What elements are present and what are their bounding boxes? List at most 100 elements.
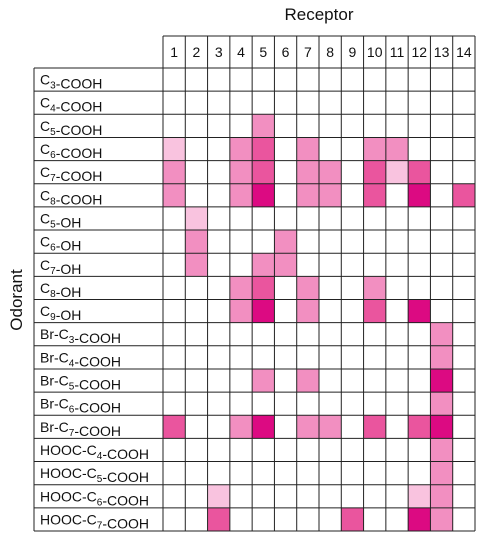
heatmap-cell <box>252 137 275 161</box>
heatmap-cell <box>363 299 386 323</box>
heatmap-cell <box>229 160 253 184</box>
heatmap-cell <box>252 160 275 184</box>
row-label: C8-COOH <box>40 187 102 207</box>
heatmap-cell <box>252 415 275 439</box>
row-label: Br-C5-COOH <box>40 373 121 393</box>
heatmap-cell <box>252 299 275 323</box>
heatmap-cell <box>430 415 453 439</box>
heatmap-cell <box>408 507 431 531</box>
heatmap-cell <box>185 206 208 231</box>
heatmap-cell <box>430 438 453 462</box>
column-label: 10 <box>367 44 383 60</box>
heatmap-cell <box>296 160 319 184</box>
column-label: 2 <box>193 44 201 60</box>
heatmap-gridlines <box>33 35 476 532</box>
heatmap-cell <box>363 160 386 184</box>
heatmap-cell <box>229 276 253 300</box>
column-label: 7 <box>304 44 312 60</box>
column-label: 8 <box>326 44 334 60</box>
heatmap-cell <box>274 230 297 254</box>
heatmap-cell <box>163 415 186 439</box>
column-label: 5 <box>259 44 267 60</box>
column-label: 11 <box>390 44 405 60</box>
row-label: C9-OH <box>40 303 81 323</box>
heatmap-cell <box>319 415 342 439</box>
row-label: Br-C3-COOH <box>40 326 121 346</box>
heatmap-cell <box>185 253 208 277</box>
heatmap-cell <box>252 368 275 393</box>
row-label: C8-OH <box>40 280 81 300</box>
column-label: 13 <box>434 44 450 60</box>
heatmap-cell <box>408 160 431 184</box>
heatmap-cell <box>430 345 453 369</box>
heatmap-cell <box>319 160 342 184</box>
column-label: 4 <box>237 44 245 60</box>
heatmap-cell <box>296 276 319 300</box>
row-label: C5-OH <box>40 210 81 230</box>
heatmap-cell <box>252 276 275 300</box>
row-label: HOOC-C5-COOH <box>40 465 149 485</box>
column-tick-labels: 1 2 3 4 5 6 7 8 9 10 11 12 13 14 <box>170 44 472 60</box>
column-label: 12 <box>411 44 427 60</box>
heatmap-cell <box>274 253 297 277</box>
row-label: C7-OH <box>40 257 81 277</box>
row-label: C7-COOH <box>40 164 102 184</box>
heatmap-cell <box>207 507 230 531</box>
heatmap-cell <box>341 507 364 531</box>
heatmap-cell <box>430 368 453 393</box>
heatmap-cell <box>229 183 253 207</box>
heatmap-cell <box>252 183 275 207</box>
row-label: Br-C4-COOH <box>40 349 121 369</box>
heatmap-cell <box>296 415 319 439</box>
heatmap-cell <box>229 415 253 439</box>
row-label: Br-C7-COOH <box>40 419 121 439</box>
heatmap-cell <box>430 322 453 346</box>
heatmap-cell <box>452 183 475 207</box>
heatmap-cell <box>408 415 431 439</box>
heatmap-cell <box>252 114 275 138</box>
heatmap-cell <box>163 160 186 184</box>
row-label: HOOC-C4-COOH <box>40 442 149 462</box>
row-label: HOOC-C6-COOH <box>40 488 149 508</box>
column-label: 6 <box>282 44 290 60</box>
heatmap-cell <box>252 253 275 277</box>
row-label: C4-COOH <box>40 95 102 115</box>
y-axis-title: Odorant <box>7 269 26 331</box>
heatmap-cell <box>319 183 342 207</box>
heatmap-cell <box>430 484 453 508</box>
heatmap-cell <box>430 392 453 416</box>
column-label: 3 <box>215 44 223 60</box>
heatmap-cell <box>296 368 319 393</box>
heatmap-cell <box>363 415 386 439</box>
heatmap-cell <box>163 183 186 207</box>
heatmap-cell <box>408 484 431 508</box>
heatmap-cell <box>296 183 319 207</box>
heatmap-cell <box>408 299 431 323</box>
heatmap-cell <box>363 183 386 207</box>
x-axis-title: Receptor <box>285 5 354 24</box>
heatmap-cell <box>229 299 253 323</box>
heatmap-cell <box>207 484 230 508</box>
column-label: 9 <box>349 44 357 60</box>
heatmap-cell <box>363 137 386 161</box>
heatmap-cell <box>408 183 431 207</box>
row-label: HOOC-C7-COOH <box>40 511 149 531</box>
row-tick-labels: C3-COOH C4-COOH C5-COOH C6-COOH C7-COOH C8-CO… <box>40 72 149 532</box>
row-label: C3-COOH <box>40 72 102 92</box>
heatmap-cell <box>229 137 253 161</box>
row-label: C6-OH <box>40 234 81 254</box>
column-label: 14 <box>456 44 472 60</box>
column-label: 1 <box>170 44 178 60</box>
heatmap-cell <box>385 137 409 161</box>
heatmap-cells <box>163 114 475 531</box>
row-label: Br-C6-COOH <box>40 396 121 416</box>
heatmap-cell <box>163 137 186 161</box>
heatmap-cell <box>296 137 319 161</box>
row-label: C6-COOH <box>40 141 102 161</box>
heatmap-cell <box>385 160 409 184</box>
heatmap-cell <box>185 230 208 254</box>
heatmap-cell <box>430 461 453 485</box>
heatmap-cell <box>296 299 319 323</box>
row-label: C5-COOH <box>40 118 102 138</box>
